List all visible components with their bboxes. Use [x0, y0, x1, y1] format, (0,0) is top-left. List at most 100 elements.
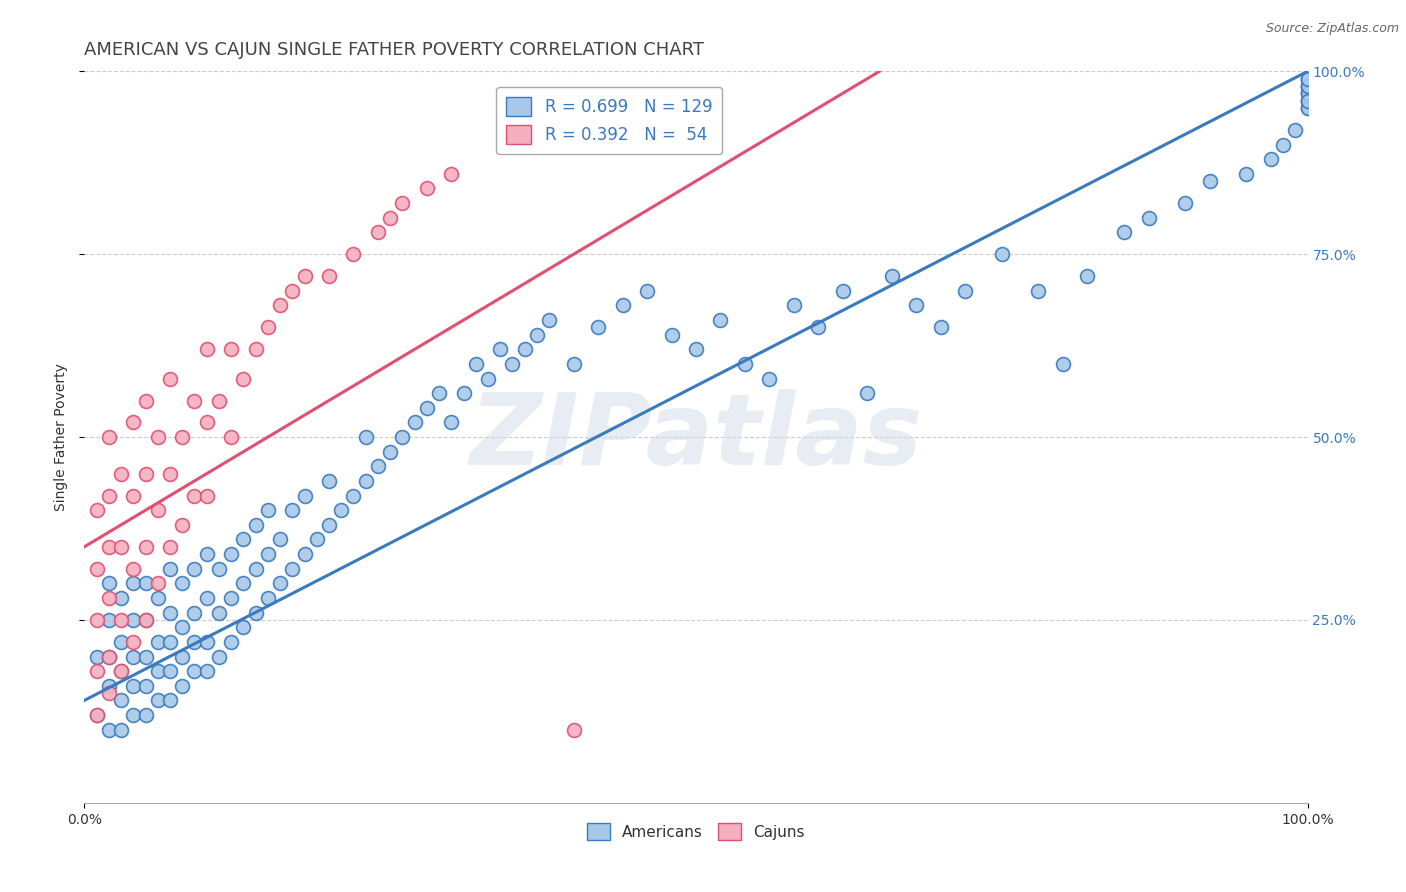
Point: [208, 562, 231, 576]
Point: [135, 393, 157, 408]
Point: [1052, 357, 1074, 371]
Point: [86, 664, 108, 678]
Point: [294, 547, 316, 561]
Point: [232, 533, 254, 547]
Point: [1296, 101, 1319, 115]
Point: [1260, 152, 1282, 166]
Point: [453, 386, 475, 401]
Point: [219, 343, 242, 357]
Point: [391, 196, 413, 211]
Point: [232, 620, 254, 634]
Point: [661, 327, 683, 342]
Point: [195, 489, 218, 503]
Point: [1137, 211, 1160, 225]
Point: [97, 649, 120, 664]
Point: [159, 371, 181, 385]
Point: [281, 503, 304, 517]
Point: [195, 343, 218, 357]
Point: [122, 562, 145, 576]
Point: [219, 591, 242, 605]
Point: [1296, 71, 1319, 86]
Point: [1272, 137, 1295, 152]
Point: [183, 489, 205, 503]
Point: [526, 327, 548, 342]
Point: [110, 467, 132, 481]
Point: [245, 606, 267, 620]
Point: [380, 211, 402, 225]
Point: [380, 444, 402, 458]
Point: [97, 679, 120, 693]
Point: [159, 540, 181, 554]
Point: [146, 693, 169, 707]
Point: [122, 679, 145, 693]
Point: [146, 635, 169, 649]
Point: [562, 357, 585, 371]
Point: [110, 591, 132, 605]
Point: [195, 635, 218, 649]
Point: [354, 430, 377, 444]
Point: [172, 620, 194, 634]
Point: [86, 708, 108, 723]
Point: [245, 343, 267, 357]
Point: [135, 679, 157, 693]
Legend: Americans, Cajuns: Americans, Cajuns: [581, 816, 811, 847]
Point: [1296, 87, 1319, 101]
Point: [159, 664, 181, 678]
Point: [172, 679, 194, 693]
Point: [195, 547, 218, 561]
Text: AMERICAN VS CAJUN SINGLE FATHER POVERTY CORRELATION CHART: AMERICAN VS CAJUN SINGLE FATHER POVERTY …: [84, 41, 704, 59]
Point: [135, 540, 157, 554]
Point: [159, 606, 181, 620]
Point: [122, 416, 145, 430]
Point: [709, 313, 731, 327]
Point: [208, 606, 231, 620]
Point: [97, 613, 120, 627]
Point: [195, 664, 218, 678]
Point: [427, 386, 450, 401]
Point: [342, 489, 364, 503]
Point: [269, 576, 291, 591]
Point: [219, 635, 242, 649]
Point: [1296, 94, 1319, 108]
Point: [391, 430, 413, 444]
Point: [330, 503, 353, 517]
Point: [86, 708, 108, 723]
Point: [1236, 167, 1258, 181]
Point: [135, 708, 157, 723]
Point: [183, 562, 205, 576]
Point: [880, 269, 903, 284]
Point: [183, 606, 205, 620]
Point: [1296, 87, 1319, 101]
Point: [183, 635, 205, 649]
Point: [208, 393, 231, 408]
Point: [367, 225, 389, 239]
Point: [135, 576, 157, 591]
Point: [159, 467, 181, 481]
Point: [110, 723, 132, 737]
Point: [1284, 123, 1306, 137]
Point: [97, 430, 120, 444]
Point: [122, 576, 145, 591]
Point: [294, 489, 316, 503]
Point: [807, 320, 830, 334]
Point: [86, 613, 108, 627]
Point: [110, 664, 132, 678]
Point: [86, 562, 108, 576]
Point: [1296, 71, 1319, 86]
Point: [183, 664, 205, 678]
Point: [513, 137, 536, 152]
Point: [1296, 94, 1319, 108]
Point: [122, 635, 145, 649]
Point: [135, 467, 157, 481]
Point: [612, 298, 634, 312]
Point: [318, 474, 340, 488]
Point: [97, 649, 120, 664]
Point: [281, 284, 304, 298]
Point: [135, 613, 157, 627]
Point: [208, 649, 231, 664]
Point: [146, 503, 169, 517]
Point: [1198, 174, 1220, 188]
Point: [294, 269, 316, 284]
Point: [1296, 78, 1319, 93]
Point: [783, 298, 806, 312]
